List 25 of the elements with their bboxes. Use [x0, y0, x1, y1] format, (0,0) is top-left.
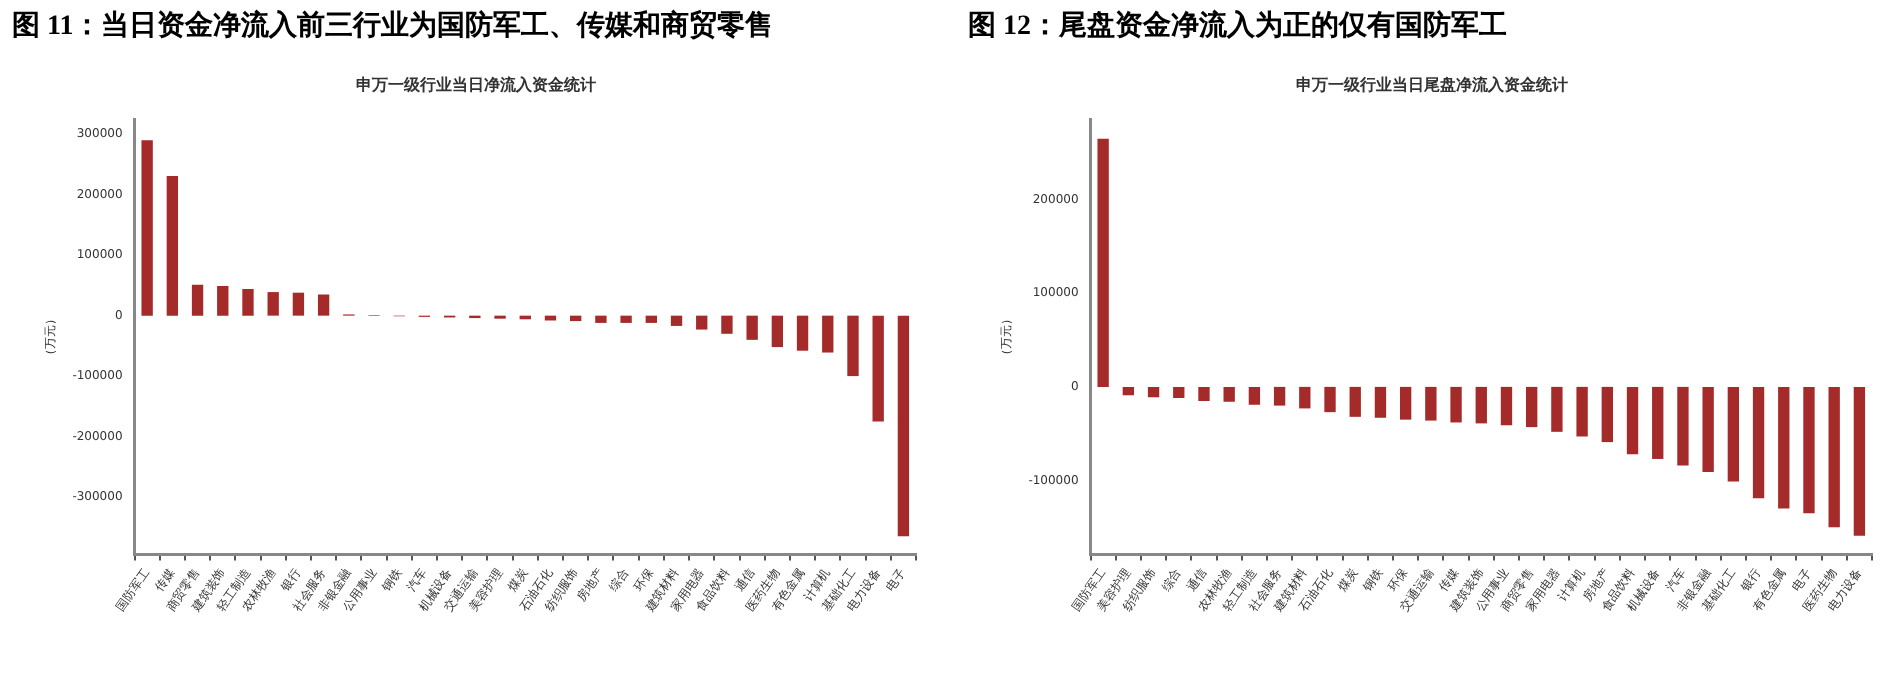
- bar: [897, 315, 910, 537]
- bar: [191, 284, 204, 316]
- bar: [746, 315, 758, 340]
- bar: [796, 315, 809, 351]
- bar: [242, 289, 254, 316]
- bar: [620, 315, 632, 323]
- bar: [771, 315, 784, 348]
- bar: [872, 315, 884, 422]
- chart-subtitle: 申万一级行业当日净流入资金统计: [356, 73, 596, 94]
- bar: [847, 315, 859, 377]
- bar: [217, 286, 229, 316]
- bar: [721, 315, 733, 334]
- chart-title: 图 12：尾盘资金净流入为正的仅有国防军工: [968, 8, 1507, 44]
- chart-title: 图 11：当日资金净流入前三行业为国防军工、传媒和商贸零售: [12, 8, 774, 44]
- bar: [166, 176, 179, 316]
- bar: [292, 292, 305, 316]
- bar: [822, 315, 834, 353]
- bar: [317, 294, 330, 316]
- chart-subtitle: 申万一级行业当日尾盘净流入资金统计: [1296, 73, 1568, 94]
- bar: [645, 315, 657, 323]
- bar: [696, 315, 708, 330]
- bar: [267, 292, 279, 316]
- bar: [141, 140, 153, 316]
- bar: [670, 315, 683, 326]
- bar: [595, 315, 607, 323]
